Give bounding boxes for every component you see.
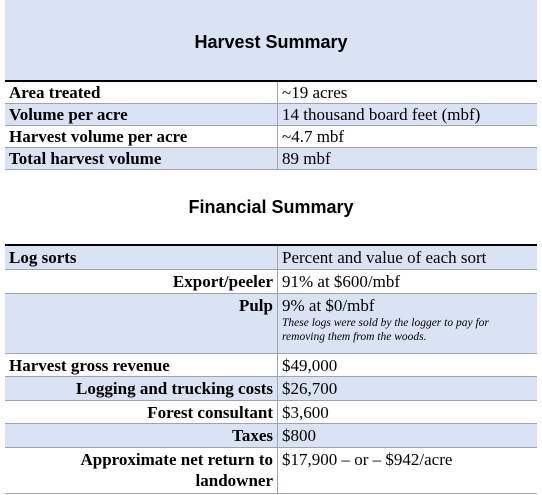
note: These logs were sold by the logger to pa… xyxy=(282,316,489,343)
value-cell: $800 xyxy=(277,423,537,448)
label-cell: Harvest gross revenue xyxy=(5,353,278,377)
row: Harvest volume per acre ~4.7 mbf xyxy=(5,125,537,148)
value: $26,700 xyxy=(282,378,338,398)
value-cell: 14 thousand board feet (mbf) xyxy=(277,103,537,126)
value-cell: 91% at $600/mbf xyxy=(277,269,537,294)
value: 9% at $0/mbf xyxy=(282,295,375,315)
row: Area treated ~19 acres xyxy=(5,80,537,104)
label-cell: Harvest volume per acre xyxy=(5,125,278,148)
value-cell: ~19 acres xyxy=(277,80,537,104)
label-cell: Logging and trucking costs xyxy=(5,376,278,401)
value: $800 xyxy=(282,425,316,445)
row: Approximate net return to landowner $17,9… xyxy=(5,447,537,494)
label-cell: Forest consultant xyxy=(5,400,278,424)
label-cell: Export/peeler xyxy=(5,269,278,294)
harvest-table: Area treated ~19 acres Volume per acre 14 t… xyxy=(5,80,537,170)
label-cell: Pulp xyxy=(5,293,278,354)
header-band xyxy=(5,0,537,80)
row: Volume per acre 14 thousand board feet (m… xyxy=(5,103,537,126)
row: Harvest gross revenue $49,000 xyxy=(5,353,537,377)
value-cell: Percent and value of each sort xyxy=(277,244,537,270)
value: $17,900 – or – $942/acre xyxy=(282,449,453,469)
value: $3,600 xyxy=(282,402,329,422)
value: 91% at $600/mbf xyxy=(282,271,401,291)
row: Forest consultant $3,600 xyxy=(5,400,537,424)
value-cell: $17,900 – or – $942/acre xyxy=(277,447,537,494)
value-cell: ~4.7 mbf xyxy=(277,125,537,148)
label-cell: Taxes xyxy=(5,423,278,448)
label-cell: Log sorts xyxy=(5,244,278,270)
label-cell: Volume per acre xyxy=(5,103,278,126)
value-cell: 9% at $0/mbf These logs were sold by the … xyxy=(277,293,537,354)
value: $49,000 xyxy=(282,355,338,375)
financial-table: Log sorts Percent and value of each sort E… xyxy=(5,244,537,494)
row: Taxes $800 xyxy=(5,423,537,448)
label-cell: Approximate net return to landowner xyxy=(5,447,278,494)
value-cell: $49,000 xyxy=(277,353,537,377)
value-cell: 89 mbf xyxy=(277,147,537,170)
value-cell: $3,600 xyxy=(277,400,537,424)
row: Logging and trucking costs $26,700 xyxy=(5,376,537,401)
row: Pulp 9% at $0/mbf These logs were sold by … xyxy=(5,293,537,354)
row: Total harvest volume 89 mbf xyxy=(5,147,537,170)
label-cell: Area treated xyxy=(5,80,278,104)
row: Export/peeler 91% at $600/mbf xyxy=(5,269,537,294)
row: Log sorts Percent and value of each sort xyxy=(5,244,537,270)
value: Percent and value of each sort xyxy=(282,248,487,267)
value-cell: $26,700 xyxy=(277,376,537,401)
label-cell: Total harvest volume xyxy=(5,147,278,170)
financial-title: Financial Summary xyxy=(188,197,354,217)
harvest-title: Harvest Summary xyxy=(194,32,348,52)
